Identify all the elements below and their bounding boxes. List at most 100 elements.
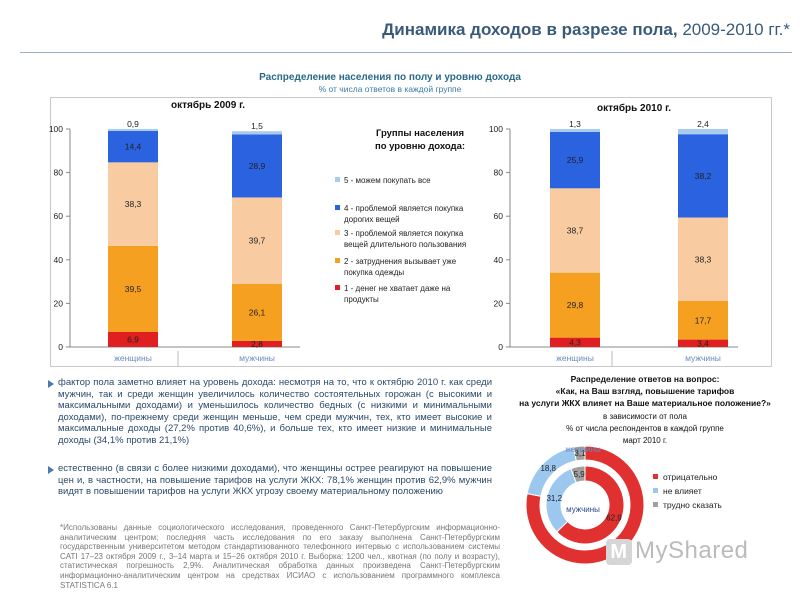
bar-segment: [108, 331, 158, 347]
y-tick-label: 40: [494, 255, 504, 265]
donut-data-label: 3,1: [574, 449, 586, 458]
y-tick-label: 100: [49, 124, 63, 134]
y-tick-label: 60: [494, 211, 504, 221]
bar-segment: [232, 283, 282, 341]
legend-label: дорогих вещей: [344, 215, 400, 224]
legend-title: Группы населения: [376, 128, 464, 139]
data-label: 28,9: [249, 161, 266, 171]
bar-segment: [678, 301, 728, 340]
charts-panel: [50, 97, 772, 367]
bar-segment: [550, 272, 600, 338]
legend-title: по уровню дохода:: [375, 141, 465, 152]
bar-segment: [232, 134, 282, 198]
donut-title-line: март 2010 г.: [623, 436, 667, 445]
donut-legend-label: не влияет: [663, 486, 702, 496]
donut-slice: [525, 445, 645, 565]
donut-series-label: женщины: [565, 445, 601, 454]
legend-label: продукты: [344, 295, 379, 304]
donut-legend-swatch: [653, 474, 658, 479]
donut-title-line: в зависимости от пола: [603, 412, 688, 421]
donut-data-label: 31,2: [546, 494, 562, 503]
donut-title-line: на услуги ЖКХ влияет на Ваше материально…: [519, 398, 771, 408]
data-label: 25,9: [567, 155, 584, 165]
bar-segment: [678, 129, 728, 135]
donut-series-label: мужчины: [566, 505, 600, 514]
y-tick-label: 60: [54, 211, 64, 221]
legend-label: покупка одежды: [344, 268, 404, 277]
donut-slice: [570, 465, 586, 484]
y-tick-label: 20: [494, 298, 504, 308]
legend-swatch: [335, 205, 340, 210]
donut-title-line: % от числа респондентов в каждой группе: [566, 424, 724, 433]
bullet-icon: [48, 466, 54, 474]
bar-segment: [108, 130, 158, 163]
legend-label: 3 - проблемой является покупка: [344, 229, 464, 238]
chart-oct-2009: 0 20 40 60 80 100 октябрь 2009 г. 6,9 39,5 38,3 14…: [49, 99, 300, 367]
chart-oct-2010: 0 20 40 60 80 100 октябрь 2010 г. 4,3 29,8 38,7 25…: [489, 102, 738, 367]
data-label: 6,9: [127, 334, 139, 344]
category-label: женщины: [114, 353, 152, 363]
data-label: 38,2: [695, 171, 712, 181]
bullet-icon: [48, 380, 54, 388]
bar-segment: [108, 162, 158, 246]
y-tick-label: 80: [494, 168, 504, 178]
data-label: 26,1: [249, 307, 266, 317]
page-title-years: 2009-2010 гг.*: [682, 20, 790, 39]
watermark-logo-icon: M: [606, 538, 632, 565]
bar-segment: [550, 131, 600, 189]
legend-label: 5 - можем покупать все: [344, 176, 431, 185]
data-label: 1,3: [569, 119, 581, 129]
bar-segment: [232, 131, 282, 135]
watermark-text: MyShared: [635, 537, 749, 564]
data-label: 4,3: [569, 337, 581, 347]
chart-title: октябрь 2009 г.: [171, 99, 245, 111]
footnote: *Использованы данные социологического ис…: [60, 523, 500, 590]
watermark: M MyShared: [606, 537, 748, 565]
donut-legend-swatch: [653, 502, 658, 507]
y-tick-label: 20: [54, 298, 64, 308]
donut-title-line: «Как, на Ваш взгляд, повышение тарифов: [556, 386, 735, 396]
donut-slice: [556, 465, 625, 545]
page-title: Динамика доходов в разрезе пола, 2009-20…: [0, 20, 790, 40]
data-label: 38,3: [125, 199, 142, 209]
chart-title: октябрь 2010 г.: [597, 102, 671, 114]
donut-legend-swatch: [653, 488, 658, 493]
legend-swatch: [335, 230, 340, 235]
legend-swatch: [335, 177, 340, 182]
data-label: 0,9: [127, 119, 139, 129]
y-tick-label: 100: [489, 124, 503, 134]
y-tick-label: 0: [498, 342, 503, 352]
bar-segment: [678, 339, 728, 347]
data-label: 39,7: [249, 236, 266, 246]
category-label: мужчины: [239, 353, 275, 363]
data-label: 39,5: [125, 284, 142, 294]
donut-chart: Распределение ответов на вопрос: «Как, на…: [519, 374, 771, 565]
bar-segment: [550, 337, 600, 347]
chart-subtitle-note: % от числа ответов в каждой группе: [318, 84, 462, 94]
y-tick-label: 80: [54, 168, 64, 178]
bar-segment: [678, 134, 728, 218]
data-label: 2,8: [251, 339, 263, 349]
donut-data-label: 62,9: [606, 513, 622, 522]
bar-segment: [678, 217, 728, 302]
donut-data-label: 5,9: [574, 470, 586, 479]
bar-segment: [550, 129, 600, 132]
paragraph-income: фактор пола заметно влияет на уровень до…: [58, 377, 492, 446]
data-label: 38,3: [695, 254, 712, 264]
data-label: 29,8: [567, 300, 584, 310]
paragraph-tariffs: естественно (в связи с более низкими дох…: [58, 463, 492, 497]
legend-label: 4 - проблемой является покупка: [344, 204, 464, 213]
donut-data-label: 18,8: [540, 464, 556, 473]
data-label: 2,4: [697, 119, 709, 129]
data-label: 38,7: [567, 225, 584, 235]
bar-segment: [232, 197, 282, 284]
legend-swatch: [335, 258, 340, 263]
chart-subtitle: Распределение населения по полу и уровню…: [259, 72, 521, 83]
legend-swatch: [335, 285, 340, 290]
bar-segment: [108, 245, 158, 332]
data-label: 14,4: [125, 142, 142, 152]
category-label: мужчины: [685, 353, 721, 363]
data-label: 17,7: [695, 315, 712, 325]
legend-label: 1 - денег не хватает даже на: [344, 284, 451, 293]
